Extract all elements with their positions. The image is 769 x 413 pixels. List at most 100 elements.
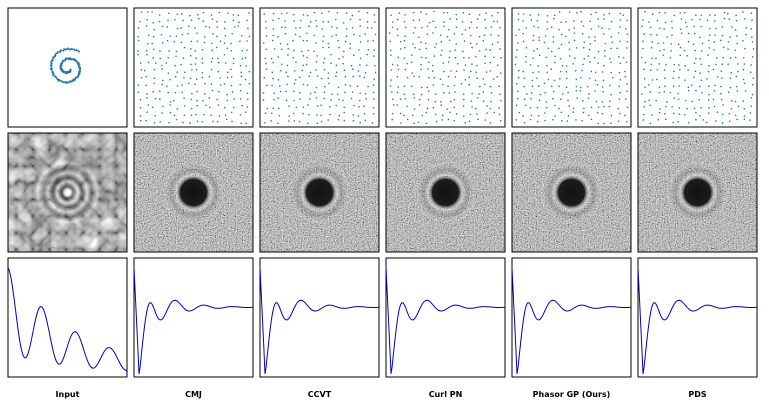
point [187, 25, 190, 27]
point [476, 43, 478, 45]
point [211, 18, 214, 21]
point [729, 36, 731, 39]
point [530, 114, 533, 117]
point [216, 46, 218, 49]
curve-panel [7, 257, 128, 378]
point [345, 28, 348, 30]
point [145, 75, 148, 78]
point [603, 64, 605, 67]
point [469, 113, 472, 116]
point [195, 57, 197, 60]
point [659, 49, 661, 52]
point [343, 111, 345, 114]
point [743, 63, 746, 65]
point [226, 76, 229, 79]
point [293, 99, 295, 102]
point [211, 49, 214, 51]
point [330, 99, 332, 101]
point [575, 89, 578, 92]
point [327, 119, 329, 121]
point [335, 64, 338, 67]
point [432, 32, 434, 34]
point [153, 28, 156, 31]
point [680, 18, 683, 20]
point [315, 60, 318, 63]
point [337, 39, 339, 42]
point [526, 93, 528, 95]
point [420, 93, 423, 96]
point [517, 69, 520, 72]
point [189, 54, 192, 57]
point [478, 50, 481, 52]
point [611, 41, 614, 43]
curve [511, 267, 632, 374]
point [203, 93, 206, 95]
point [496, 20, 499, 23]
point [433, 10, 435, 13]
point [484, 119, 487, 121]
point [424, 42, 427, 45]
point [349, 85, 351, 87]
point [403, 93, 406, 96]
point [159, 57, 162, 60]
point [72, 78, 75, 81]
panel-frame [133, 132, 254, 253]
point [152, 57, 154, 59]
point [420, 41, 422, 43]
point [139, 62, 142, 64]
point [280, 48, 283, 51]
point [565, 77, 568, 80]
point [463, 56, 465, 59]
point [743, 115, 746, 117]
point [298, 91, 301, 94]
point [518, 28, 520, 31]
point [601, 71, 604, 73]
point [328, 82, 330, 85]
point [603, 18, 605, 20]
point [363, 105, 365, 108]
point [239, 83, 242, 86]
point [372, 106, 375, 109]
point [182, 19, 184, 22]
point [201, 57, 204, 60]
point [403, 21, 406, 23]
point [305, 63, 308, 66]
point [699, 57, 701, 60]
point [448, 28, 450, 31]
point [736, 42, 738, 45]
point [610, 93, 612, 96]
point [191, 69, 193, 71]
point [707, 54, 709, 56]
point [344, 40, 347, 43]
point [176, 108, 179, 110]
point [581, 32, 584, 35]
point [147, 34, 150, 37]
point [336, 27, 338, 29]
point [359, 75, 361, 77]
point [474, 107, 477, 110]
point [218, 115, 221, 117]
point [327, 46, 330, 49]
point [477, 97, 479, 99]
point [390, 91, 393, 93]
point [66, 81, 69, 84]
panel-frame [7, 132, 128, 253]
point [708, 85, 710, 88]
point [356, 85, 359, 88]
point [485, 27, 487, 29]
point [626, 90, 628, 93]
point [468, 13, 471, 16]
point [604, 42, 607, 45]
point [558, 85, 560, 88]
point [306, 84, 309, 86]
point [530, 19, 533, 21]
point [484, 55, 486, 58]
point [418, 48, 421, 51]
point [531, 85, 534, 88]
point [713, 89, 716, 92]
panel-frame [385, 132, 506, 253]
point [439, 78, 442, 81]
curve-panel [385, 257, 506, 378]
point [583, 57, 586, 60]
point [277, 97, 280, 99]
